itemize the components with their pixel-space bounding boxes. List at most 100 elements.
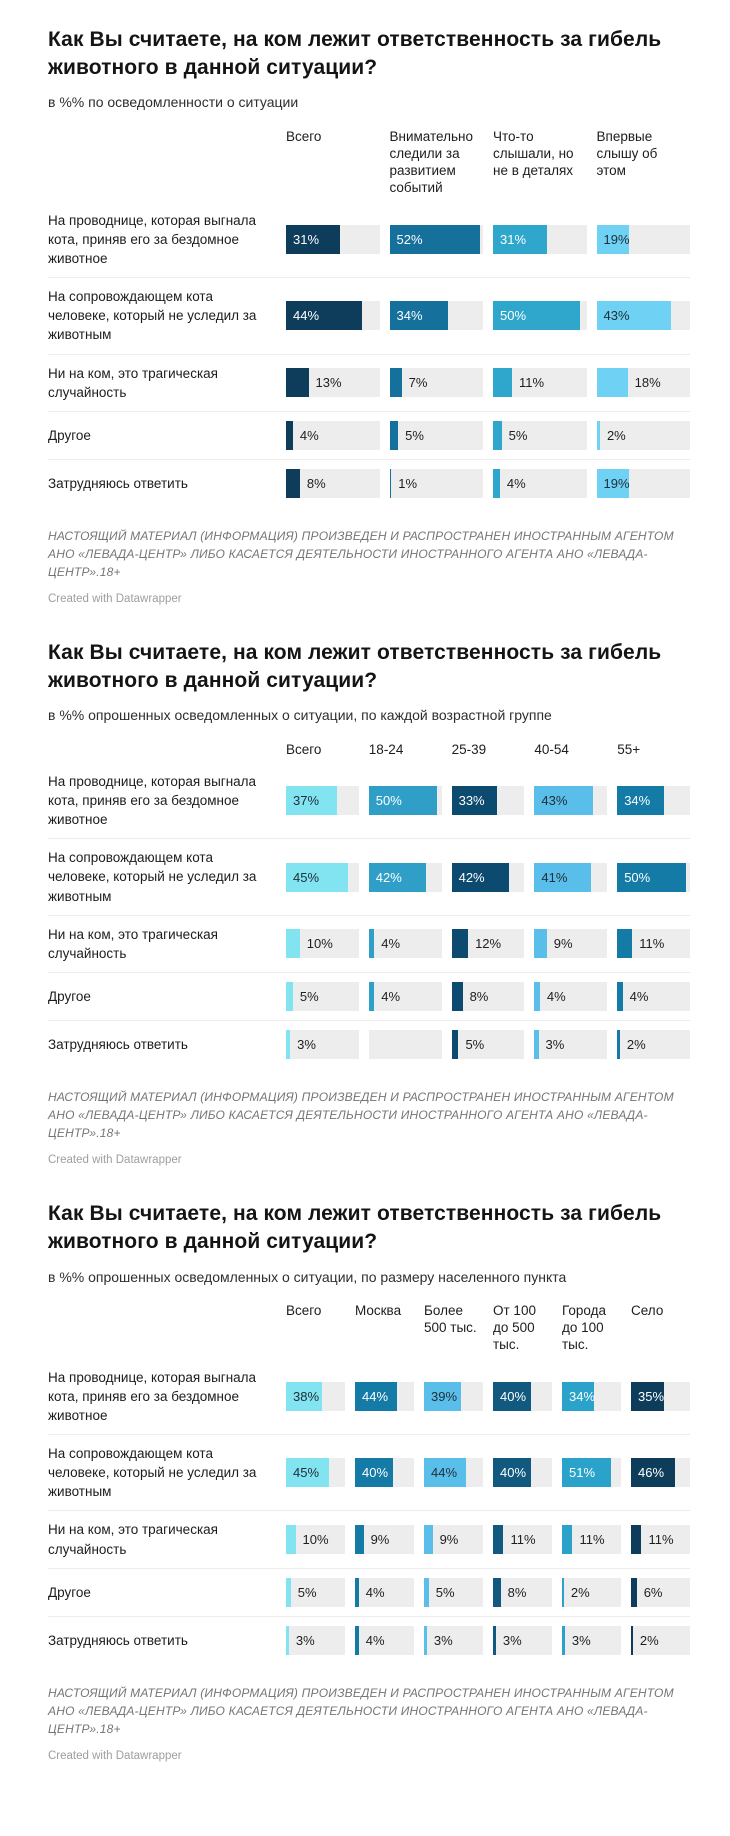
- bar: [286, 468, 300, 498]
- bar-value-label: 5%: [435, 1584, 455, 1600]
- bar: [617, 982, 623, 1012]
- column-header: Всего: [286, 1302, 322, 1318]
- bar-track: 38%: [286, 1381, 345, 1411]
- row-label: Затрудняюсь ответить: [48, 1037, 188, 1052]
- bar-group: 10% 4% 12% 9% 11%: [286, 929, 690, 959]
- bar-track: 4%: [355, 1625, 414, 1655]
- bar-track: 4%: [493, 468, 587, 498]
- bar-value-label: 42%: [375, 869, 402, 885]
- bar-group: 3% 4% 3% 3% 3% 2%: [286, 1625, 690, 1655]
- row-label: Ни на ком, это трагическая случайность: [48, 926, 218, 961]
- bar-track: 3%: [424, 1625, 483, 1655]
- bar-value-label: 43%: [541, 793, 568, 809]
- bar-group: 31% 52% 31% 19%: [286, 224, 690, 254]
- bar: 50%: [617, 862, 686, 892]
- row-label: Затрудняюсь ответить: [48, 1632, 188, 1648]
- chart-rows: На проводнице, которая выгнала кота, при…: [48, 763, 690, 1068]
- bar-value-label: 5%: [508, 427, 528, 443]
- bar-track: 50%: [368, 786, 442, 816]
- column-header: 25-39: [451, 741, 487, 757]
- charts-page: Как Вы считаете, на ком лежит ответствен…: [48, 26, 690, 1762]
- bar: [368, 982, 375, 1012]
- column-headers: Всего 18-24 25-39 40-54 55+: [48, 741, 690, 758]
- bar-value-label: 2%: [570, 1584, 590, 1600]
- bar: [424, 1625, 427, 1655]
- bar-track: 12%: [451, 929, 525, 959]
- table-row: Ни на ком, это трагическая случайность 13…: [48, 353, 690, 411]
- table-row: Ни на ком, это трагическая случайность 10…: [48, 1510, 690, 1567]
- bar-track: 5%: [493, 420, 587, 450]
- chart-title: Как Вы считаете, на ком лежит ответствен…: [48, 1202, 662, 1253]
- bar-track: 42%: [451, 862, 525, 892]
- column-header: Внимательно следили за развитием событий: [389, 128, 473, 196]
- bar: 50%: [493, 301, 580, 331]
- bar-group: 44% 34% 50% 43%: [286, 301, 690, 331]
- bar: [355, 1577, 359, 1607]
- bar-track: 42%: [368, 862, 442, 892]
- bar: 37%: [286, 786, 337, 816]
- bar-track: 40%: [493, 1458, 552, 1488]
- row-label: Другое: [48, 427, 91, 443]
- chart-subtitle: в %% по осведомленности о ситуации: [48, 94, 299, 111]
- bar-value-label: 10%: [306, 936, 333, 952]
- bar: [617, 929, 633, 959]
- bar-value-label: 5%: [405, 427, 424, 443]
- bar: 43%: [534, 786, 594, 816]
- chart-rows: На проводнице, которая выгнала кота, при…: [48, 1359, 690, 1664]
- chart-title: Как Вы считаете, на ком лежит ответствен…: [48, 640, 662, 692]
- bar-track: 45%: [286, 1458, 345, 1488]
- bar-value-label: 3%: [571, 1632, 591, 1648]
- bar: [389, 368, 402, 398]
- bar: 50%: [368, 786, 438, 816]
- column-header: Более 500 тыс.: [424, 1302, 477, 1335]
- bar: 41%: [534, 862, 591, 892]
- bar: 19%: [596, 468, 630, 498]
- bar: [286, 1625, 289, 1655]
- bar-value-label: 31%: [293, 231, 320, 247]
- bar-track: 3%: [286, 1030, 359, 1060]
- column-header: Города до 100 тыс.: [562, 1302, 607, 1353]
- bar-group: 37% 50% 33% 43% 34%: [286, 786, 690, 816]
- bar-value-label: 6%: [643, 1584, 663, 1600]
- bar: [286, 1577, 291, 1607]
- bar-value-label: 4%: [299, 427, 319, 443]
- bar: [493, 368, 513, 398]
- column-header: Всего: [286, 128, 322, 144]
- bar-value-label: 2%: [639, 1632, 659, 1648]
- bar-value-label: 4%: [381, 936, 401, 952]
- bar-group: 13% 7% 11% 18%: [286, 368, 690, 398]
- bar: 46%: [631, 1458, 675, 1488]
- bar-value-label: 4%: [381, 989, 401, 1005]
- bar-track: 34%: [389, 301, 483, 331]
- bar: 34%: [562, 1381, 595, 1411]
- chart-section-age-groups: Как Вы считаете, на ком лежит ответствен…: [48, 639, 690, 1166]
- bar-track: 2%: [631, 1625, 690, 1655]
- bar-value-label: 4%: [629, 989, 649, 1005]
- table-row: Ни на ком, это трагическая случайность 10…: [48, 914, 690, 972]
- bar-track: 2%: [617, 1030, 690, 1060]
- bar-value-label: 5%: [297, 1584, 317, 1600]
- bar-track: 3%: [534, 1030, 608, 1060]
- table-row: На проводнице, которая выгнала кота, при…: [48, 1359, 690, 1434]
- column-header: Впервые слышу об этом: [596, 128, 658, 179]
- bar-track: 3%: [493, 1625, 552, 1655]
- bar-value-label: 11%: [579, 1532, 605, 1548]
- bar-track: 35%: [631, 1381, 690, 1411]
- bar: [451, 982, 463, 1012]
- bar: 33%: [451, 786, 497, 816]
- bar: 43%: [596, 301, 671, 331]
- bar-track: 46%: [631, 1458, 690, 1488]
- bar-track: 10%: [286, 929, 359, 959]
- bar-value-label: 52%: [396, 231, 423, 247]
- bar-value-label: 9%: [370, 1532, 390, 1548]
- bar: [534, 929, 547, 959]
- bar-track: 31%: [286, 224, 380, 254]
- bar-group: 10% 9% 9% 11% 11% 11%: [286, 1525, 690, 1555]
- bar-track: 18%: [596, 368, 690, 398]
- bar-track: 4%: [617, 982, 690, 1012]
- row-label: Другое: [48, 989, 91, 1004]
- bar: [631, 1525, 642, 1555]
- bar-track: 5%: [389, 420, 483, 450]
- bar: [424, 1525, 433, 1555]
